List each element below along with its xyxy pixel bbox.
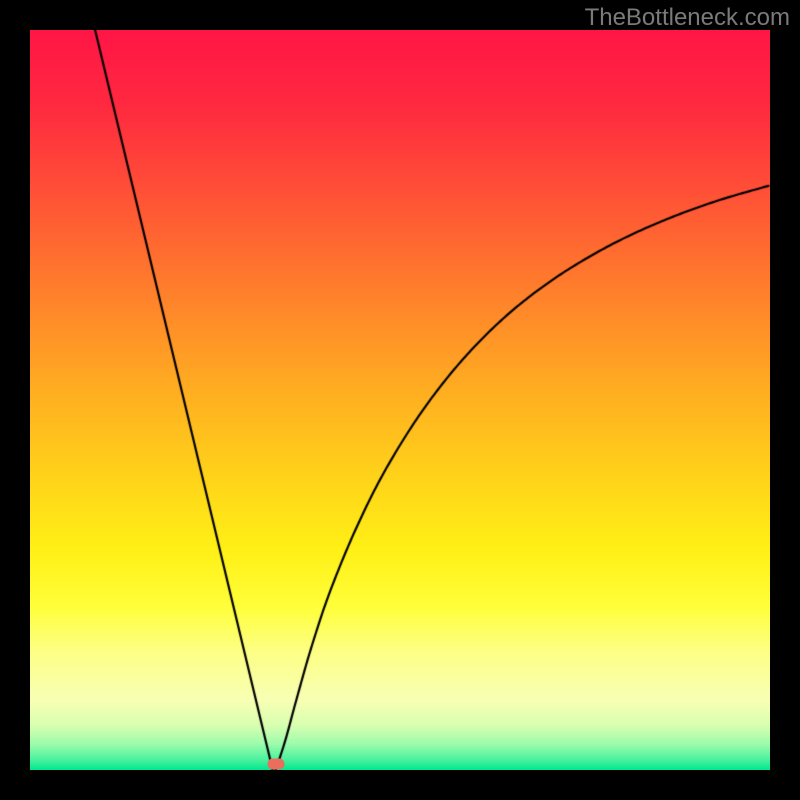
watermark-text: TheBottleneck.com bbox=[585, 4, 790, 32]
chart-container: TheBottleneck.com bbox=[0, 0, 800, 800]
optimum-marker bbox=[267, 759, 284, 770]
bottleneck-curve bbox=[30, 30, 770, 770]
plot-area bbox=[30, 30, 770, 770]
